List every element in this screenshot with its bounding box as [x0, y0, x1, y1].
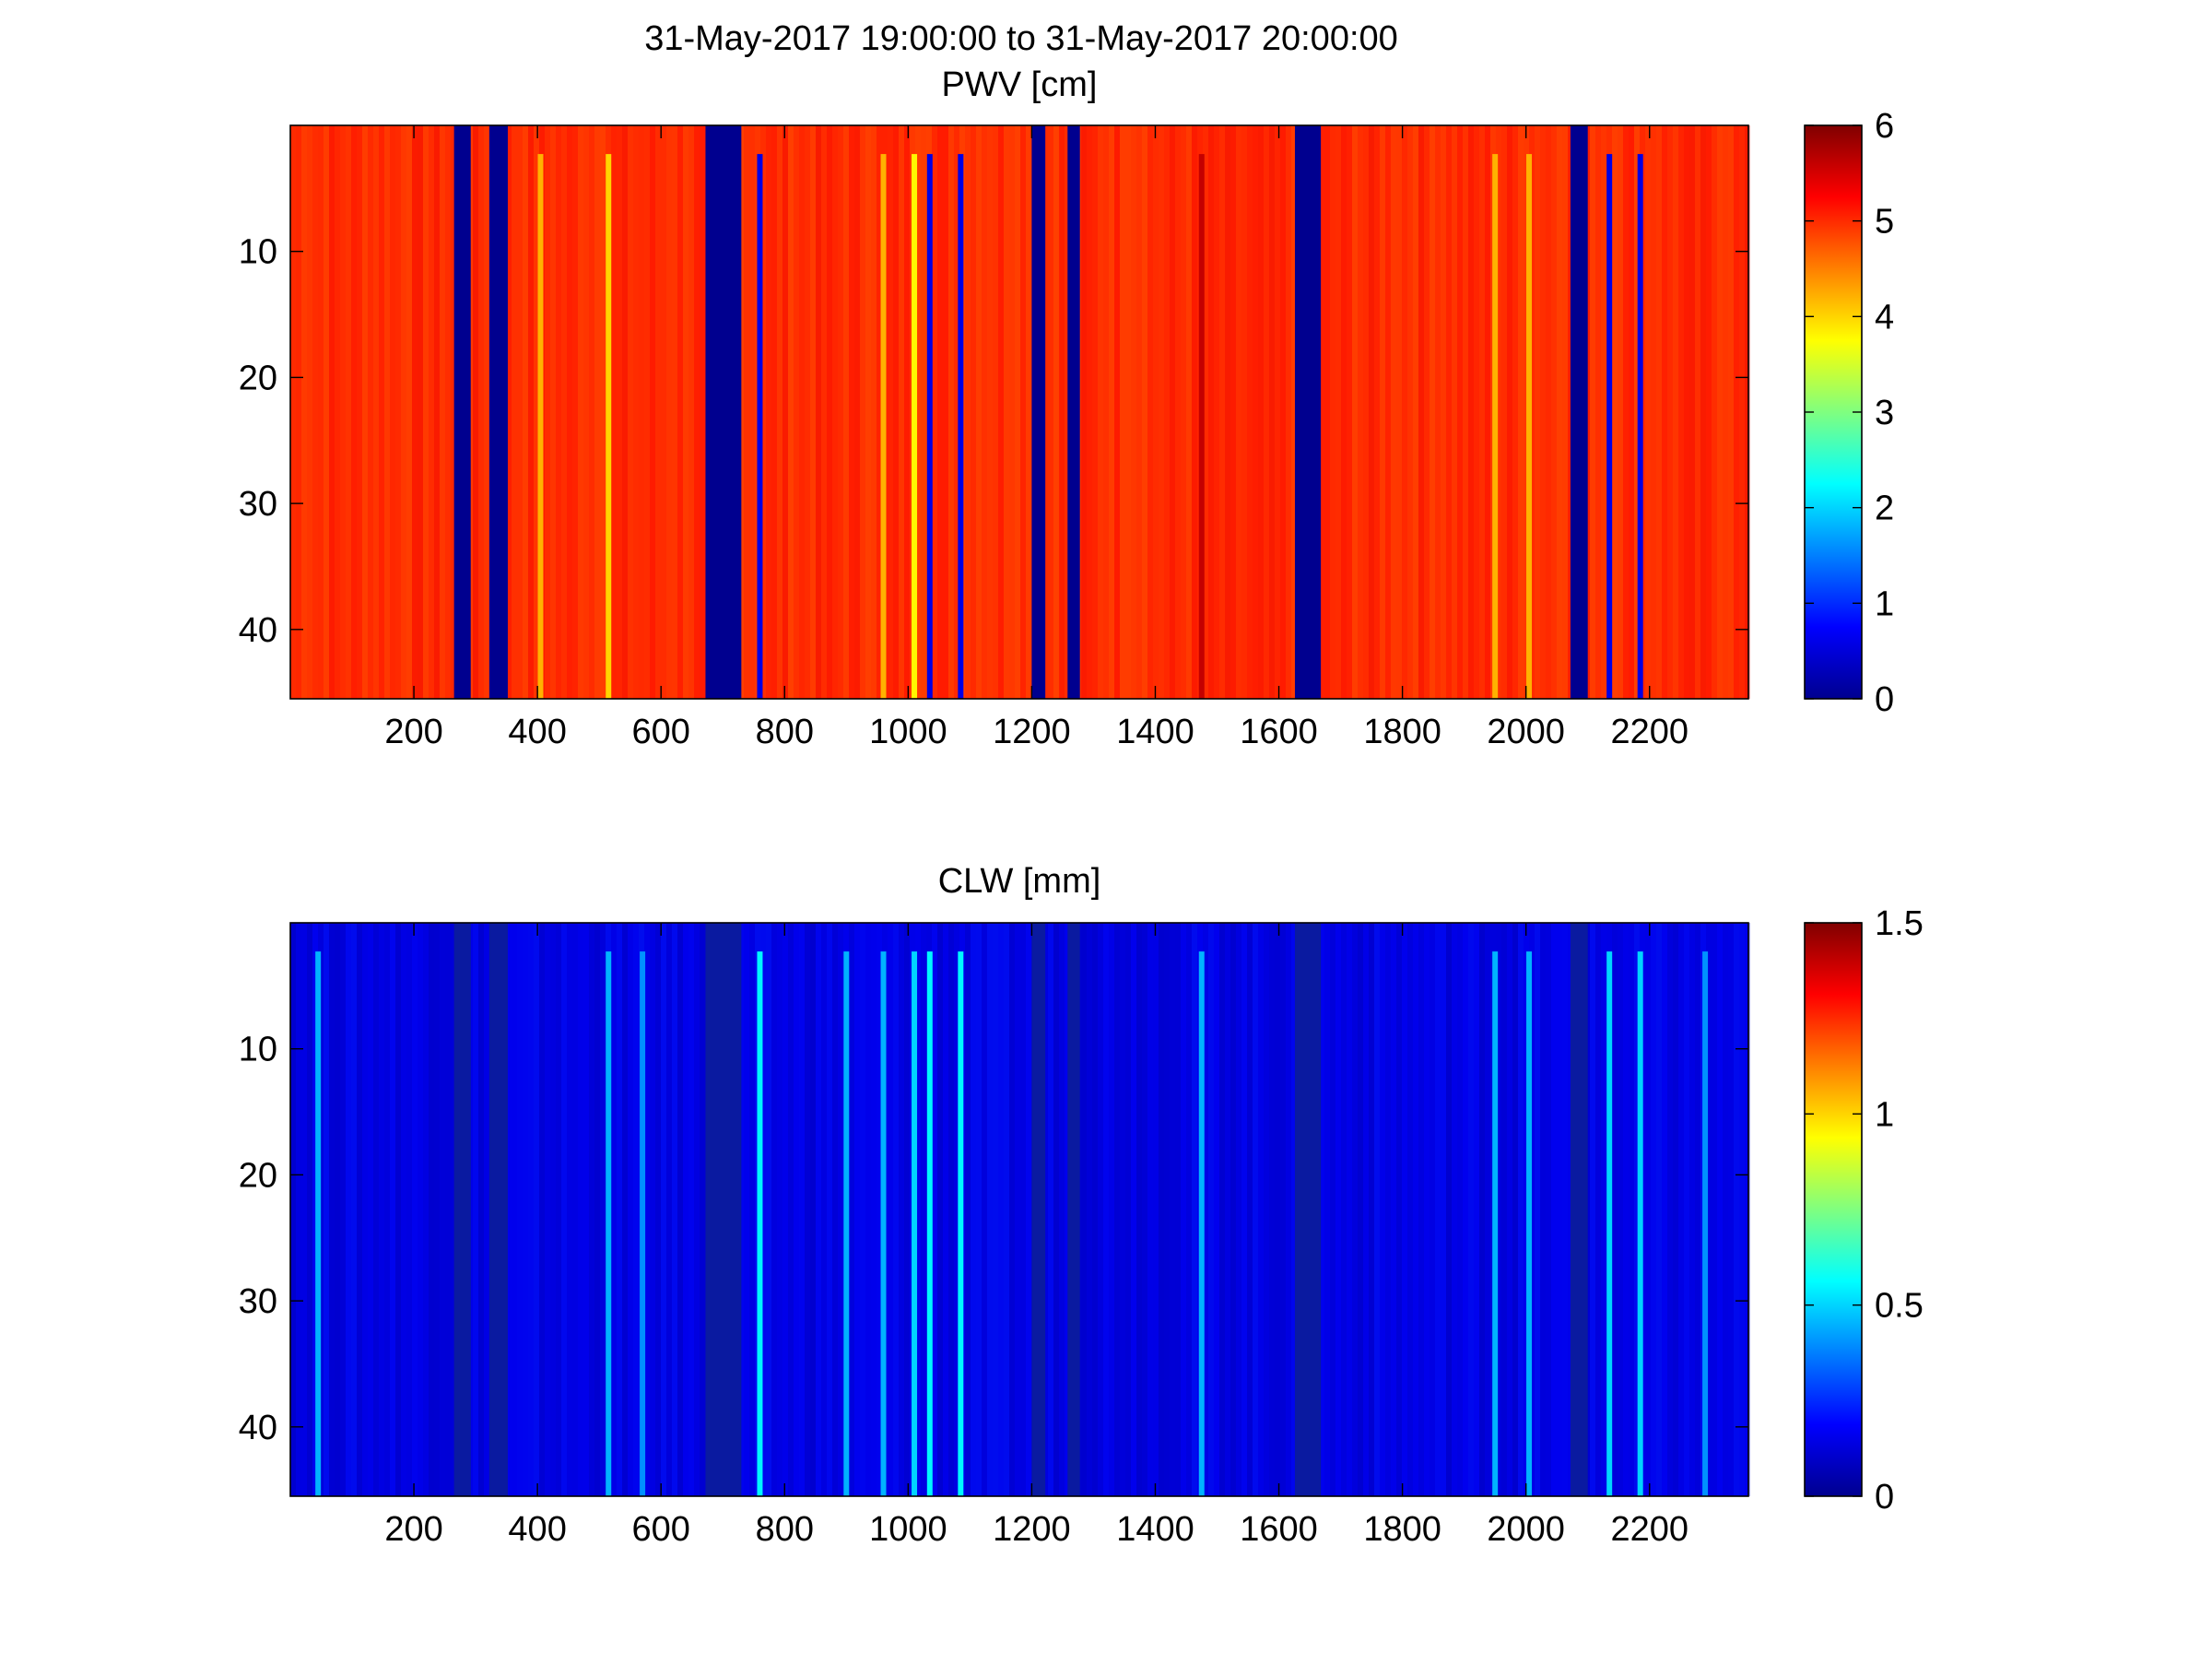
y-tick-label-3: 40 [239, 1409, 277, 1447]
streak-8 [1492, 154, 1499, 700]
x-tick-label-6: 1400 [1116, 713, 1194, 751]
figure-title: 31-May-2017 19:00:00 to 31-May-2017 20:0… [644, 19, 1398, 58]
y-tick-label-1: 20 [239, 359, 277, 397]
x-tick-label-9: 2000 [1487, 713, 1565, 751]
clw-panel: CLW [mm]200 400 600 800 1000 1200 1400 1600 1800… [239, 862, 1924, 1549]
x-tick-label-2: 600 [632, 713, 690, 751]
gap-band-3 [1031, 125, 1046, 699]
gap-band-1 [488, 125, 508, 699]
streak-14 [1702, 951, 1709, 1496]
colorbar [1804, 922, 1863, 1497]
streak-13 [1637, 951, 1643, 1496]
y-tick-label-2: 30 [239, 485, 277, 524]
x-tick-label-3: 800 [756, 1510, 814, 1549]
pwv-panel: PWV [cm]200 400 600 800 1000 1200 1400 1600 1800… [239, 65, 1894, 751]
colorbar-tick-label-1: 1 [1875, 584, 1894, 623]
x-tick-label-4: 1000 [869, 1510, 947, 1549]
plot-frame [289, 124, 1749, 700]
x-tick-label-6: 1400 [1116, 1510, 1194, 1549]
x-tick-label-10: 2200 [1610, 1510, 1688, 1549]
streak-3 [880, 154, 887, 700]
streak-11 [1526, 951, 1533, 1496]
x-tick-label-5: 1200 [993, 1510, 1071, 1549]
x-tick-label-2: 600 [632, 1510, 690, 1549]
x-tick-label-4: 1000 [869, 713, 947, 751]
gap-band-6 [1570, 125, 1588, 699]
colorbar-tick-label-5: 5 [1875, 203, 1894, 242]
y-tick-label-2: 30 [239, 1282, 277, 1321]
gap-band-5 [1294, 923, 1322, 1496]
streak-2 [757, 154, 763, 700]
colorbar-tick-label-2: 2 [1875, 490, 1894, 528]
colorbar-tick-label-6: 6 [1875, 107, 1894, 146]
colorbar-tick-label-0: 0 [1875, 680, 1894, 719]
streak-5 [880, 951, 887, 1496]
gap-band-1 [488, 923, 508, 1496]
x-tick-label-1: 400 [508, 1510, 566, 1549]
colorbar [1804, 124, 1863, 700]
streak-7 [926, 951, 933, 1496]
panel-title: PWV [cm] [942, 65, 1098, 104]
streak-4 [912, 154, 918, 700]
y-tick-label-0: 10 [239, 1031, 277, 1069]
plot-frame [289, 922, 1749, 1497]
streak-9 [1526, 154, 1533, 700]
colorbar-tick-label-2: 1 [1875, 1095, 1894, 1134]
gap-band-6 [1570, 923, 1588, 1496]
streak-11 [1637, 154, 1643, 700]
y-tick-label-0: 10 [239, 233, 277, 272]
x-tick-label-8: 1800 [1363, 1510, 1441, 1549]
x-tick-label-0: 200 [384, 713, 442, 751]
streak-0 [537, 154, 544, 700]
x-tick-label-5: 1200 [993, 713, 1071, 751]
x-tick-label-0: 200 [384, 1510, 442, 1549]
y-tick-label-3: 40 [239, 611, 277, 650]
colorbar-tick-label-4: 4 [1875, 298, 1894, 336]
streak-6 [958, 154, 964, 700]
streak-6 [912, 951, 918, 1496]
streak-5 [926, 154, 933, 700]
streak-3 [757, 951, 763, 1496]
heatmap-field [290, 923, 1748, 1496]
heatmap-field [290, 125, 1748, 699]
gap-band-3 [1031, 923, 1046, 1496]
gap-band-5 [1294, 125, 1322, 699]
gap-band-4 [1067, 125, 1080, 699]
x-tick-label-9: 2000 [1487, 1510, 1565, 1549]
x-tick-label-10: 2200 [1610, 713, 1688, 751]
streak-2 [640, 951, 646, 1496]
colorbar-tick-label-3: 1.5 [1875, 904, 1924, 943]
streak-0 [315, 951, 322, 1496]
x-tick-label-7: 1600 [1240, 1510, 1318, 1549]
x-tick-label-3: 800 [756, 713, 814, 751]
x-tick-label-8: 1800 [1363, 713, 1441, 751]
streak-4 [843, 951, 850, 1496]
streak-8 [958, 951, 964, 1496]
gap-band-2 [705, 125, 742, 699]
gap-band-0 [453, 125, 471, 699]
streak-9 [1198, 951, 1205, 1496]
x-tick-label-7: 1600 [1240, 713, 1318, 751]
gap-band-0 [453, 923, 471, 1496]
y-tick-label-1: 20 [239, 1156, 277, 1195]
x-tick-label-1: 400 [508, 713, 566, 751]
streak-7 [1198, 154, 1205, 700]
streak-10 [1606, 154, 1613, 700]
streak-10 [1492, 951, 1499, 1496]
streak-12 [1606, 951, 1613, 1496]
gap-band-4 [1067, 923, 1080, 1496]
panel-title: CLW [mm] [938, 862, 1101, 901]
streak-1 [606, 951, 612, 1496]
colorbar-tick-label-1: 0.5 [1875, 1287, 1924, 1326]
streak-1 [606, 154, 612, 700]
colorbar-tick-label-0: 0 [1875, 1478, 1894, 1516]
colorbar-tick-label-3: 3 [1875, 394, 1894, 432]
gap-band-2 [705, 923, 742, 1496]
